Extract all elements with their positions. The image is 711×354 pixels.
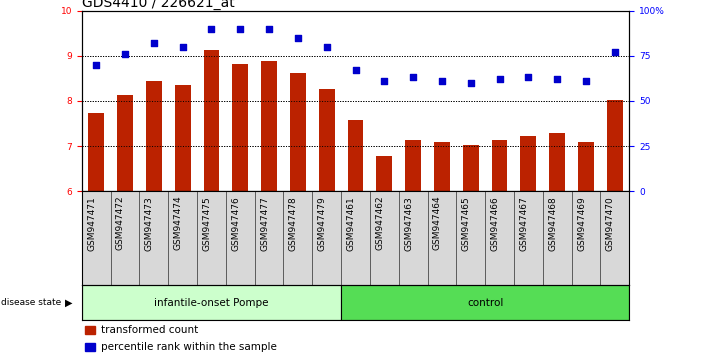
Bar <box>203 50 220 191</box>
Text: percentile rank within the sample: percentile rank within the sample <box>102 342 277 352</box>
Text: GSM947468: GSM947468 <box>548 196 557 251</box>
Point <box>465 80 476 86</box>
Point <box>90 62 102 68</box>
Text: GSM947475: GSM947475 <box>203 196 211 251</box>
Point <box>379 78 390 84</box>
Bar <box>491 140 508 191</box>
Point <box>235 26 246 32</box>
Point <box>119 51 131 57</box>
Bar <box>85 326 95 335</box>
Point <box>205 26 217 32</box>
Text: GSM947469: GSM947469 <box>577 196 586 251</box>
Bar <box>463 145 479 191</box>
Text: GDS4410 / 226621_at: GDS4410 / 226621_at <box>82 0 235 10</box>
Point <box>580 78 592 84</box>
Point <box>148 40 159 46</box>
Point <box>523 75 534 80</box>
Bar <box>607 100 623 191</box>
Point <box>609 49 621 55</box>
Point <box>552 76 563 82</box>
Point <box>494 76 506 82</box>
Bar <box>341 285 629 320</box>
Point <box>292 35 304 41</box>
Text: GSM947467: GSM947467 <box>519 196 528 251</box>
Point <box>407 75 419 80</box>
Text: GSM947470: GSM947470 <box>606 196 615 251</box>
Text: GSM947472: GSM947472 <box>116 196 125 251</box>
Bar <box>146 81 161 191</box>
Bar <box>578 142 594 191</box>
Bar <box>319 89 335 191</box>
Bar <box>85 343 95 351</box>
Text: GSM947476: GSM947476 <box>231 196 240 251</box>
Bar <box>261 61 277 191</box>
Text: GSM947474: GSM947474 <box>173 196 183 251</box>
Text: disease state: disease state <box>1 298 62 307</box>
Bar <box>232 64 248 191</box>
Text: GSM947463: GSM947463 <box>404 196 413 251</box>
Bar <box>405 140 421 191</box>
Text: GSM947465: GSM947465 <box>461 196 471 251</box>
Text: GSM947473: GSM947473 <box>145 196 154 251</box>
Bar <box>88 113 104 191</box>
Point <box>350 67 361 73</box>
Text: GSM947471: GSM947471 <box>87 196 96 251</box>
Bar <box>82 285 341 320</box>
Bar <box>434 142 450 191</box>
Bar <box>550 133 565 191</box>
Bar <box>520 136 536 191</box>
Point <box>177 44 188 50</box>
Point <box>321 44 332 50</box>
Text: GSM947477: GSM947477 <box>260 196 269 251</box>
Text: control: control <box>467 298 503 308</box>
Bar <box>348 120 363 191</box>
Text: GSM947464: GSM947464 <box>433 196 442 251</box>
Text: GSM947466: GSM947466 <box>491 196 500 251</box>
Bar <box>290 73 306 191</box>
Bar <box>175 85 191 191</box>
Bar <box>376 156 392 191</box>
Text: GSM947461: GSM947461 <box>346 196 356 251</box>
Text: GSM947478: GSM947478 <box>289 196 298 251</box>
Text: GSM947462: GSM947462 <box>375 196 385 251</box>
Text: transformed count: transformed count <box>102 325 198 336</box>
Point <box>437 78 448 84</box>
Text: GSM947479: GSM947479 <box>318 196 326 251</box>
Text: infantile-onset Pompe: infantile-onset Pompe <box>154 298 269 308</box>
Text: ▶: ▶ <box>65 298 73 308</box>
Bar <box>117 95 133 191</box>
Point <box>263 26 274 32</box>
